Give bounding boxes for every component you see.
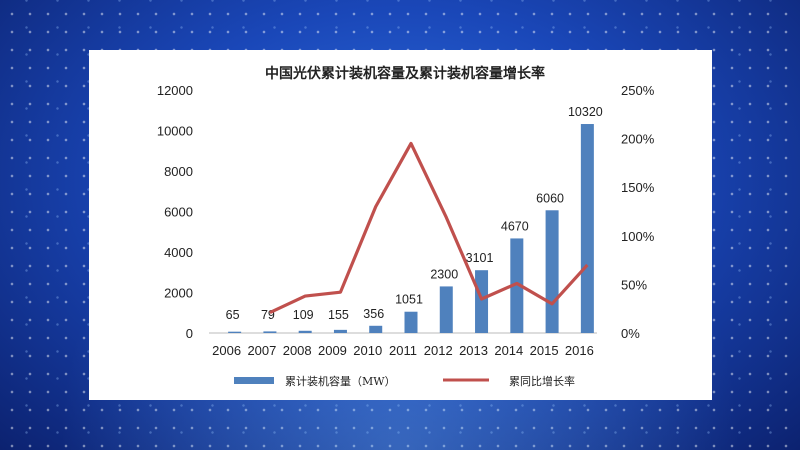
x-tick-label: 2010 [353, 343, 382, 358]
x-tick-label: 2015 [530, 343, 559, 358]
y-right-tick-label: 150% [621, 180, 655, 195]
legend-line-label: 累同比增长率 [509, 374, 575, 388]
bar [510, 238, 524, 333]
bar-data-label: 155 [328, 308, 349, 322]
bar-data-label: 2300 [430, 267, 458, 281]
bar [369, 325, 383, 333]
bar [475, 270, 489, 333]
y-right-tick-label: 100% [621, 229, 655, 244]
bar-data-label: 3101 [466, 251, 494, 265]
x-tick-label: 2013 [459, 343, 488, 358]
bar [228, 331, 242, 333]
x-axis: 2006 2007 2008 2009 2010 2011 2012 2013 2014 2015… [212, 343, 594, 358]
y-left-tick-label: 10000 [157, 124, 193, 139]
bar-data-label: 356 [363, 307, 384, 321]
y-left-tick-label: 12000 [157, 83, 193, 98]
y-right-tick-label: 0% [621, 326, 640, 341]
x-tick-label: 2011 [389, 343, 417, 358]
y-right-tick-label: 250% [621, 83, 655, 98]
y-left-tick-label: 0 [186, 326, 193, 341]
bar [404, 311, 418, 333]
bar-data-label: 65 [226, 308, 240, 322]
legend: 累计装机容量（MW） 累同比增长率 [234, 374, 575, 388]
bar [545, 210, 559, 333]
x-tick-label: 2006 [212, 343, 241, 358]
chart-title: 中国光伏累计装机容量及累计装机容量增长率 [265, 65, 545, 82]
bar-data-label: 6060 [536, 191, 564, 205]
chart: 中国光伏累计装机容量及累计装机容量增长率 0 2000 4000 6000 8000 10… [157, 65, 655, 388]
y-right-tick-label: 200% [621, 132, 655, 147]
x-tick-label: 2008 [283, 343, 312, 358]
line-path [269, 141, 589, 315]
legend-bar-swatch [234, 377, 274, 384]
x-tick-label: 2009 [318, 343, 347, 358]
bar [333, 329, 347, 333]
y-right-tick-label: 50% [621, 277, 647, 292]
x-tick-label: 2014 [494, 343, 523, 358]
bar [439, 286, 453, 333]
x-tick-label: 2007 [247, 343, 276, 358]
bar-data-label: 1051 [395, 293, 423, 307]
y-left-tick-label: 4000 [164, 245, 193, 260]
y-left-tick-label: 2000 [164, 286, 193, 301]
bar-data-label: 109 [293, 308, 314, 322]
bar [263, 331, 277, 333]
bar [580, 124, 594, 334]
y-left-tick-label: 8000 [164, 164, 193, 179]
x-tick-label: 2016 [565, 343, 594, 358]
bar-data-label: 4670 [501, 219, 529, 233]
x-tick-label: 2012 [424, 343, 453, 358]
chart-panel: 中国光伏累计装机容量及累计装机容量增长率 0 2000 4000 6000 8000 10… [89, 50, 712, 400]
bar-data-label: 10320 [568, 105, 603, 119]
left-axis: 0 2000 4000 6000 8000 10000 12000 [157, 83, 193, 341]
right-axis: 0% 50% 100% 150% 200% 250% [621, 83, 655, 341]
legend-bar-label: 累计装机容量（MW） [285, 374, 396, 388]
bar [298, 330, 312, 333]
y-left-tick-label: 6000 [164, 205, 193, 220]
line-series [269, 141, 589, 315]
